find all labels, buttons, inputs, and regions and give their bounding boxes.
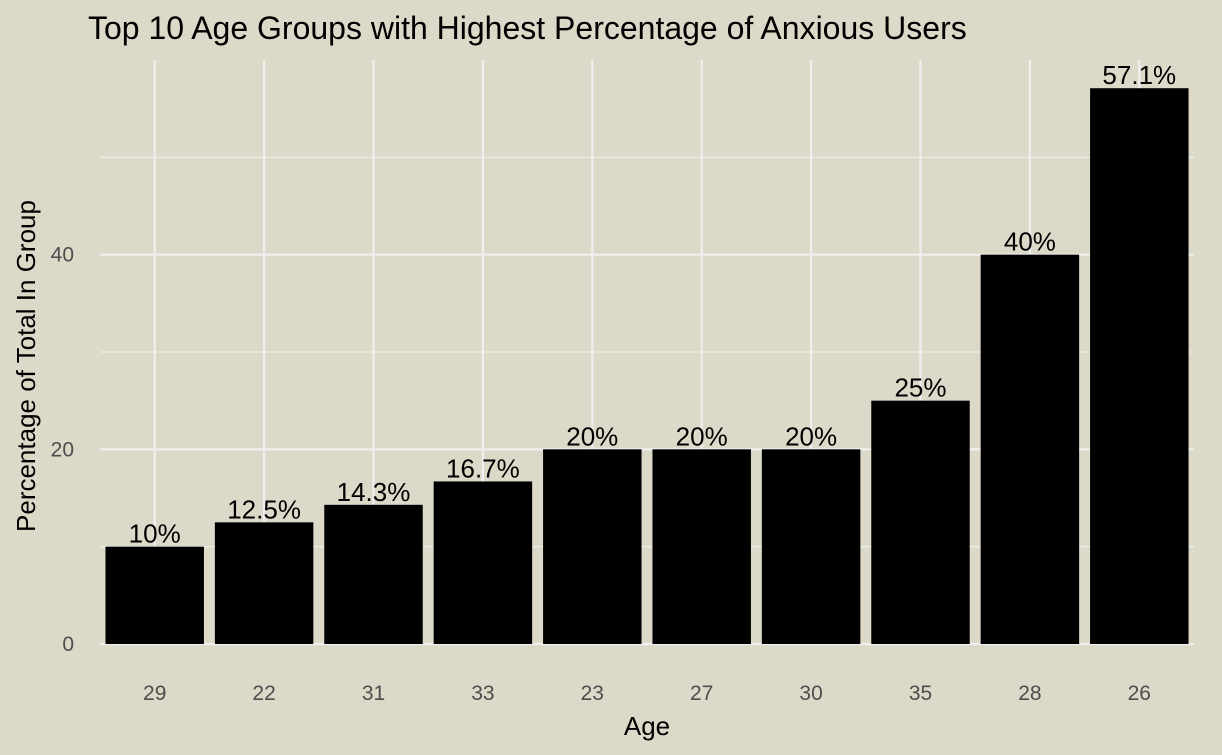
- chart-title: Top 10 Age Groups with Highest Percentag…: [88, 10, 967, 46]
- data-label: 20%: [566, 421, 618, 451]
- data-label: 10%: [129, 519, 181, 549]
- y-tick-label: 40: [51, 244, 74, 267]
- bar-age-29: [105, 546, 204, 644]
- x-tick-label: 35: [909, 682, 932, 705]
- bar-layer: [105, 88, 1189, 644]
- bar-age-27: [652, 449, 751, 644]
- y-tick-label: 20: [51, 438, 74, 461]
- bar-age-30: [761, 449, 861, 644]
- bar-age-23: [543, 449, 642, 644]
- data-label: 14.3%: [337, 477, 411, 507]
- x-axis-title: Age: [624, 711, 670, 741]
- data-label-layer: 10% 12.5% 14.3% 16.7% 20% 20% 20% 25% 40% 57.1%: [129, 60, 1176, 548]
- bar-age-26: [1090, 88, 1189, 644]
- x-tick-label: 30: [799, 682, 822, 705]
- x-tick-layer: 29 22 31 33 23 27 30 35 28 26: [143, 682, 1151, 705]
- x-tick-label: 22: [252, 682, 275, 705]
- data-label: 40%: [1004, 227, 1056, 257]
- y-tick-layer: 0 20 40: [51, 244, 74, 656]
- bar-age-33: [433, 481, 533, 644]
- x-tick-label: 28: [1018, 682, 1041, 705]
- data-label: 20%: [676, 421, 728, 451]
- data-label: 16.7%: [446, 453, 520, 483]
- data-label: 57.1%: [1102, 60, 1176, 90]
- x-tick-label: 27: [690, 682, 713, 705]
- data-label: 25%: [894, 373, 946, 403]
- data-label: 12.5%: [227, 494, 301, 524]
- x-tick-label: 33: [471, 682, 494, 705]
- bar-age-31: [324, 504, 423, 644]
- x-tick-label: 26: [1128, 682, 1151, 705]
- bar-age-28: [980, 254, 1080, 644]
- x-tick-label: 23: [581, 682, 604, 705]
- bar-age-22: [214, 522, 314, 644]
- data-label: 20%: [785, 421, 837, 451]
- y-axis-title: Percentage of Total In Group: [11, 200, 41, 532]
- bar-age-35: [871, 400, 970, 644]
- x-tick-label: 31: [362, 682, 385, 705]
- y-tick-label: 0: [62, 633, 74, 656]
- x-tick-label: 29: [143, 682, 166, 705]
